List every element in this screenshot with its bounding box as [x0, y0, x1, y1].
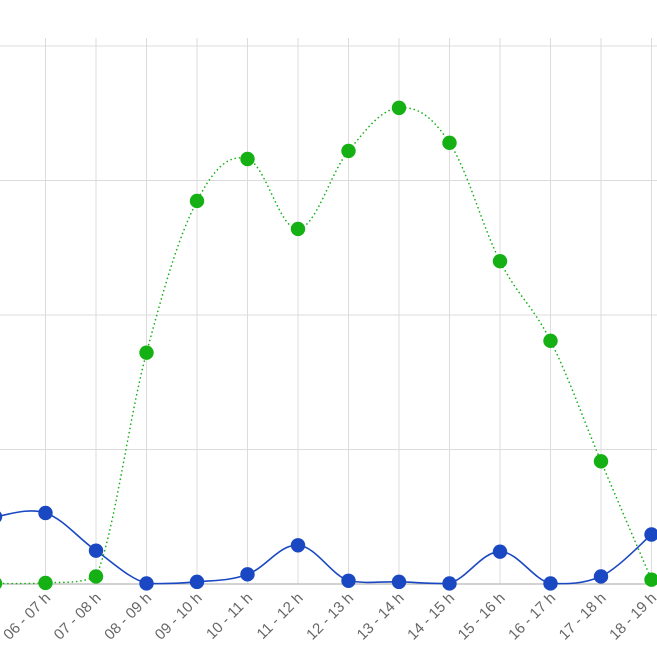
x-tick-label: 13 - 14 h	[354, 590, 408, 644]
x-tick-label: 11 - 12 h	[254, 590, 307, 643]
x-tick-label: 14 - 15 h	[404, 590, 458, 644]
series-2-point	[593, 454, 609, 469]
series-1-point	[644, 527, 657, 542]
x-tick-label: 18 - 19 h	[606, 590, 657, 644]
x-tick-label: 17 - 18 h	[556, 590, 610, 644]
series-1-point	[189, 574, 205, 590]
series-1-point	[391, 574, 407, 590]
series-2-point	[38, 575, 53, 591]
x-tick-label: 15 - 16 h	[455, 590, 509, 644]
series-2-point	[290, 221, 306, 237]
series-2-point	[391, 100, 407, 116]
series-1-point	[88, 543, 104, 558]
series-1-point	[593, 569, 609, 584]
series-1-point	[543, 576, 558, 591]
x-tick-label: 12 - 13 h	[303, 590, 357, 644]
x-tick-label: 08 - 09 h	[101, 590, 155, 644]
series-1-point	[240, 567, 255, 582]
x-tick-label: 16 - 17 h	[505, 590, 559, 644]
series-2-point	[543, 333, 558, 349]
x-tick-label: 07 - 08 h	[51, 590, 105, 644]
series-2-point	[341, 143, 356, 159]
series-1-point	[38, 505, 53, 521]
series-2-point	[644, 572, 657, 587]
x-tick-label: 09 - 10 h	[152, 590, 206, 644]
chart-series	[0, 100, 657, 591]
series-1-point	[290, 538, 306, 553]
series-2-point	[240, 151, 255, 167]
chart-grid	[0, 38, 657, 585]
series-2-point	[189, 193, 205, 209]
series-2-line	[0, 106, 653, 585]
series-2-point	[0, 578, 3, 589]
x-tick-label: 06 - 07 h	[0, 590, 54, 644]
series-2-point	[442, 135, 457, 151]
series-2-point	[139, 345, 154, 360]
series-2-point	[492, 254, 508, 269]
series-1-point	[0, 511, 3, 522]
series-1-point	[341, 573, 356, 588]
series-2-point	[88, 569, 104, 584]
series-1-point	[492, 544, 508, 559]
series-1-point	[442, 576, 457, 591]
x-axis-tick-labels: 05 - 06 h06 - 07 h07 - 08 h08 - 09 h09 -…	[0, 590, 657, 644]
series-1-point	[139, 576, 154, 591]
x-tick-label: 10 - 11 h	[203, 590, 256, 643]
